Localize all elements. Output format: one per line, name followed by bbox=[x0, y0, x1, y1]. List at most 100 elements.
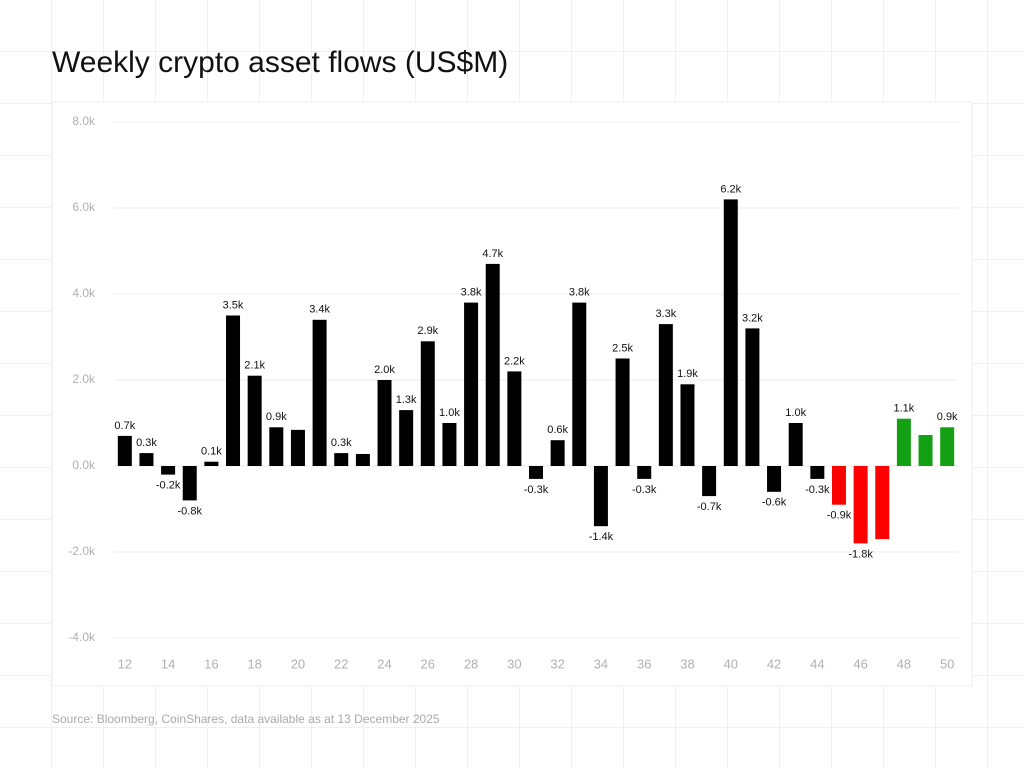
bar bbox=[161, 466, 176, 475]
value-label: -1.8k bbox=[848, 548, 873, 560]
y-tick-label: 2.0k bbox=[72, 372, 96, 386]
source-note: Source: Bloomberg, CoinShares, data avai… bbox=[52, 712, 440, 726]
x-tick-label: 36 bbox=[637, 656, 651, 671]
value-label: 0.1k bbox=[201, 446, 222, 458]
bar bbox=[831, 466, 846, 505]
value-label: 2.5k bbox=[612, 342, 633, 354]
value-label: 0.9k bbox=[266, 411, 287, 423]
x-tick-label: 44 bbox=[810, 656, 824, 671]
x-tick-label: 22 bbox=[334, 656, 348, 671]
x-tick-label: 16 bbox=[204, 656, 218, 671]
value-label: -0.3k bbox=[805, 484, 830, 496]
value-label: -0.3k bbox=[524, 484, 549, 496]
bar bbox=[355, 453, 370, 466]
bar bbox=[572, 302, 587, 466]
bar bbox=[788, 423, 803, 466]
x-tick-label: 26 bbox=[421, 656, 435, 671]
bar bbox=[702, 466, 717, 497]
bar bbox=[312, 319, 327, 466]
bar bbox=[918, 435, 933, 466]
value-label: 0.9k bbox=[937, 411, 958, 423]
bar bbox=[723, 199, 738, 466]
value-label: -0.2k bbox=[156, 480, 181, 492]
x-tick-label: 38 bbox=[680, 656, 694, 671]
bar bbox=[507, 371, 522, 466]
y-tick-label: 0.0k bbox=[72, 458, 96, 472]
value-label: 0.6k bbox=[547, 424, 568, 436]
bar bbox=[204, 461, 219, 466]
bar bbox=[464, 302, 479, 466]
bar bbox=[334, 453, 349, 466]
bar bbox=[593, 466, 608, 527]
bar bbox=[940, 427, 955, 466]
bar bbox=[615, 358, 630, 466]
value-label: 1.0k bbox=[439, 407, 460, 419]
chart-title: Weekly crypto asset flows (US$M) bbox=[52, 46, 508, 79]
bar bbox=[767, 466, 782, 492]
value-label: 1.1k bbox=[893, 403, 914, 415]
x-tick-label: 18 bbox=[247, 656, 261, 671]
x-tick-label: 32 bbox=[550, 656, 564, 671]
bar bbox=[658, 324, 673, 466]
bar bbox=[442, 423, 457, 466]
x-tick-label: 12 bbox=[118, 656, 132, 671]
x-tick-label: 24 bbox=[377, 656, 391, 671]
bar bbox=[182, 466, 197, 501]
x-tick-label: 34 bbox=[594, 656, 608, 671]
bar bbox=[226, 315, 241, 466]
bar bbox=[139, 453, 154, 466]
x-tick-label: 48 bbox=[897, 656, 911, 671]
value-label: 6.2k bbox=[720, 183, 741, 195]
value-label: -0.7k bbox=[697, 501, 722, 513]
value-label: 3.4k bbox=[309, 304, 330, 316]
value-label: 3.8k bbox=[569, 287, 590, 299]
value-label: -1.4k bbox=[589, 531, 614, 543]
bar bbox=[399, 410, 414, 466]
value-label: 3.3k bbox=[655, 308, 676, 320]
bar bbox=[680, 384, 695, 466]
value-label: 0.7k bbox=[114, 420, 135, 432]
value-label: 2.1k bbox=[244, 360, 265, 372]
value-label: 2.0k bbox=[374, 364, 395, 376]
x-tick-label: 46 bbox=[853, 656, 867, 671]
bar bbox=[117, 435, 132, 466]
x-tick-label: 30 bbox=[507, 656, 521, 671]
value-label: -0.3k bbox=[632, 484, 657, 496]
y-tick-label: -4.0k bbox=[68, 630, 96, 644]
bar bbox=[637, 466, 652, 479]
y-tick-label: 4.0k bbox=[72, 286, 96, 300]
value-label: 0.3k bbox=[331, 437, 352, 449]
y-tick-label: 6.0k bbox=[72, 200, 96, 214]
value-label: -0.8k bbox=[178, 505, 203, 517]
value-label: 1.3k bbox=[396, 394, 417, 406]
bar bbox=[485, 263, 500, 466]
bar bbox=[875, 466, 890, 540]
value-label: 0.3k bbox=[136, 437, 157, 449]
value-label: -0.6k bbox=[762, 497, 787, 509]
bar bbox=[377, 380, 392, 466]
bar bbox=[420, 341, 435, 466]
bar bbox=[529, 466, 543, 479]
value-label: 3.8k bbox=[461, 287, 482, 299]
y-tick-label: 8.0k bbox=[72, 114, 96, 128]
bar bbox=[550, 440, 565, 466]
bar bbox=[290, 429, 305, 466]
x-tick-label: 42 bbox=[767, 656, 781, 671]
bar bbox=[810, 466, 825, 479]
x-tick-label: 50 bbox=[940, 656, 954, 671]
bar bbox=[269, 427, 284, 466]
x-tick-label: 28 bbox=[464, 656, 478, 671]
value-label: -0.9k bbox=[827, 510, 852, 522]
value-label: 1.0k bbox=[785, 407, 806, 419]
bar bbox=[745, 328, 760, 466]
value-label: 1.9k bbox=[677, 368, 698, 380]
value-label: 2.9k bbox=[417, 325, 438, 337]
bar bbox=[896, 418, 911, 466]
x-tick-label: 40 bbox=[724, 656, 738, 671]
value-label: 3.5k bbox=[223, 299, 244, 311]
bar bbox=[247, 375, 262, 466]
x-tick-label: 14 bbox=[161, 656, 175, 671]
value-label: 4.7k bbox=[482, 248, 503, 260]
